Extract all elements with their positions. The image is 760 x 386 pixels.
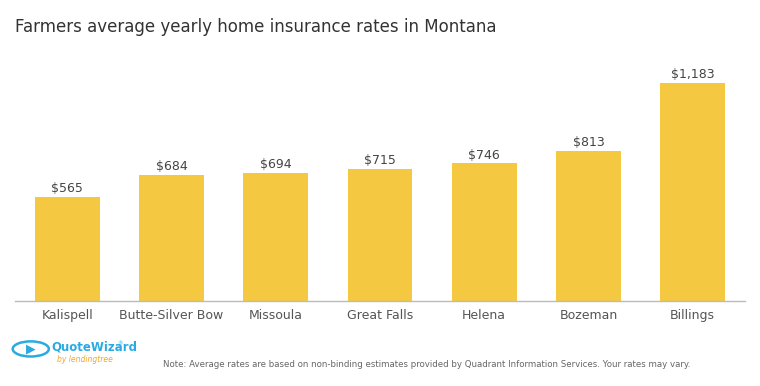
Bar <box>35 197 100 301</box>
Bar <box>660 83 725 301</box>
Bar <box>139 175 204 301</box>
Text: by lendingtree: by lendingtree <box>56 355 112 364</box>
Text: $684: $684 <box>156 160 188 173</box>
Text: $715: $715 <box>364 154 396 167</box>
Text: $565: $565 <box>52 182 84 195</box>
Text: QuoteWizard: QuoteWizard <box>52 341 138 354</box>
Text: Note: Average rates are based on non-binding estimates provided by Quadrant Info: Note: Average rates are based on non-bin… <box>163 360 691 369</box>
Bar <box>347 169 413 301</box>
Text: Farmers average yearly home insurance rates in Montana: Farmers average yearly home insurance ra… <box>15 19 497 36</box>
Bar <box>243 173 308 301</box>
Text: $813: $813 <box>572 136 604 149</box>
Bar <box>452 163 517 301</box>
Bar <box>556 151 621 301</box>
Text: $694: $694 <box>260 158 292 171</box>
Text: ▶: ▶ <box>26 342 36 356</box>
Text: ®: ® <box>117 341 123 346</box>
Text: $1,183: $1,183 <box>671 68 714 81</box>
Text: $746: $746 <box>468 149 500 161</box>
